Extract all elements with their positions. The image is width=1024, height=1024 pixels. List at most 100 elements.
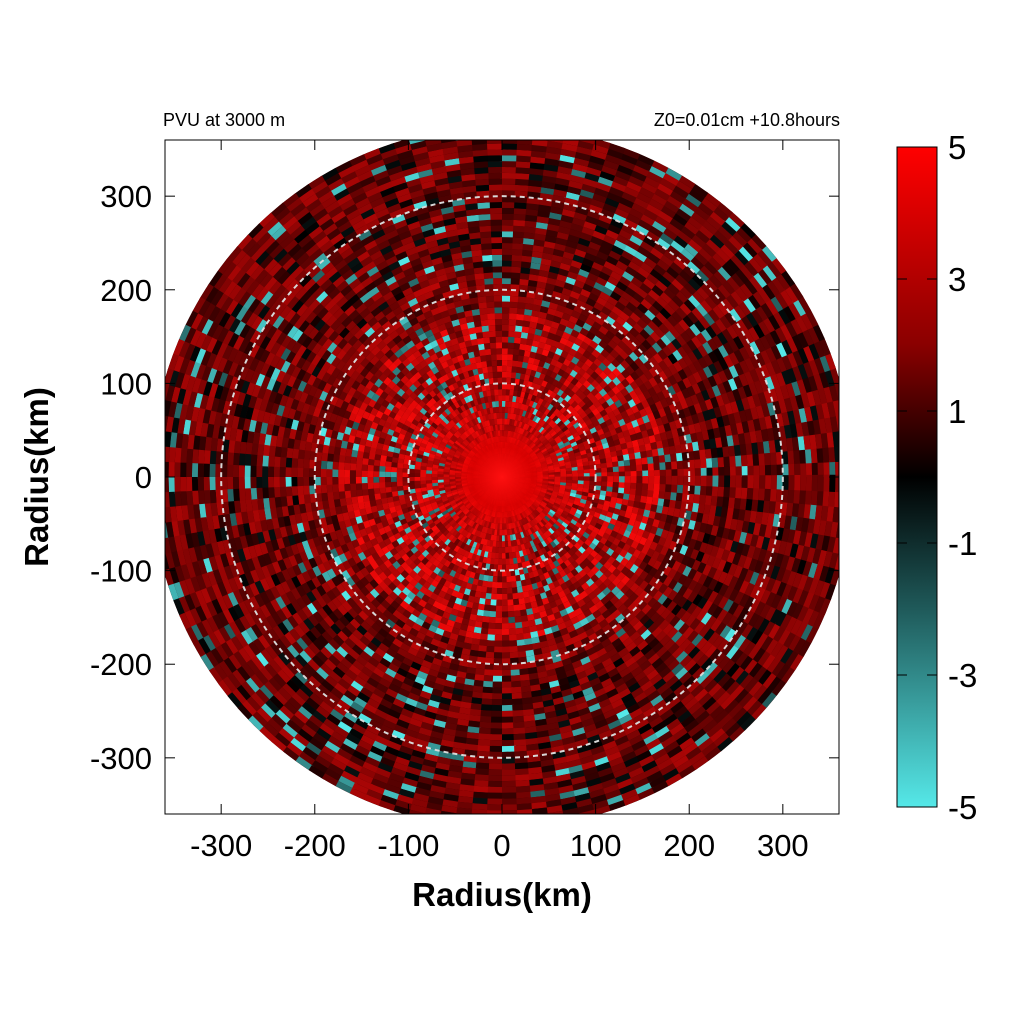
field-cell [501,383,507,390]
field-cell [447,525,454,533]
field-cell [486,557,492,564]
field-cell [542,430,549,437]
field-cell [498,553,503,559]
field-cell [559,540,568,548]
field-cell [609,501,617,509]
field-cell [501,324,509,331]
field-cell [552,408,560,416]
field-cell [414,403,423,412]
field-cell [420,473,426,478]
field-cell [512,342,521,350]
field-cell [507,587,514,594]
field-cell [367,482,374,490]
field-cell [303,459,310,470]
field-cell [502,617,510,624]
field-cell [355,477,362,485]
field-cell [508,616,517,624]
field-cell [437,502,445,508]
field-cell [572,476,579,481]
field-cell [563,401,571,410]
field-cell [466,601,475,609]
field-cell [534,524,541,531]
field-cell [556,429,564,436]
field-cell [506,360,513,367]
field-cell [431,516,439,523]
field-cell [617,491,624,499]
field-cell [491,587,498,594]
field-cell [457,428,464,435]
field-cell [493,535,498,542]
field-cell [504,541,509,548]
field-cell [555,509,563,516]
field-cell [671,475,678,485]
field-cell [440,507,447,514]
field-cell [474,591,482,598]
field-cell [512,390,518,397]
field-cell [508,622,517,629]
field-cell [565,534,573,542]
field-cell [469,520,476,528]
field-cell [566,473,573,477]
field-cell [579,410,588,419]
field-cell [553,400,561,409]
field-cell [506,570,512,577]
field-cell [464,524,471,531]
field-cell [488,569,495,577]
field-cell [622,516,631,525]
field-cell [455,430,462,437]
field-cell [567,389,576,398]
field-cell [477,343,485,351]
field-cell [429,548,438,557]
field-cell [624,476,631,483]
field-cell [589,472,596,477]
field-cell [574,512,582,519]
field-cell [507,605,515,612]
field-cell [567,449,575,456]
field-cell [504,406,509,413]
field-cell [637,437,645,446]
field-cell [443,479,450,483]
field-cell [471,405,478,413]
field-cell [496,535,500,542]
field-cell [383,439,391,447]
field-cell [470,584,478,592]
field-cell [538,542,545,550]
field-cell [502,553,507,559]
field-cell [442,529,450,537]
field-cell [556,396,564,404]
field-cell [558,533,566,541]
field-cell [408,468,415,474]
field-cell [447,548,455,556]
field-cell [416,525,425,533]
field-cell [641,462,649,471]
field-cell [363,501,371,510]
field-cell [438,515,446,523]
field-cell [520,543,526,551]
field-cell [428,556,437,565]
field-cell [521,620,531,628]
field-cell [507,599,515,606]
field-cell [502,547,506,554]
field-cell [534,516,541,523]
field-cell [509,266,521,274]
field-cell [449,519,456,526]
field-cell [508,395,513,402]
field-cell [563,544,572,552]
field-cell [366,433,374,443]
field-cell [426,480,433,485]
field-cell [446,507,454,513]
field-cell [509,278,520,285]
field-cell [502,593,509,600]
field-cell [676,483,684,494]
field-cell [630,511,638,521]
field-cell [552,458,559,463]
field-cell [550,453,557,459]
field-cell [542,525,549,532]
field-cell [582,531,591,539]
field-cell [428,495,436,501]
field-cell [594,484,602,491]
field-cell [494,646,504,653]
field-cell [484,569,491,576]
field-cell [467,327,476,335]
field-cell [563,558,572,567]
